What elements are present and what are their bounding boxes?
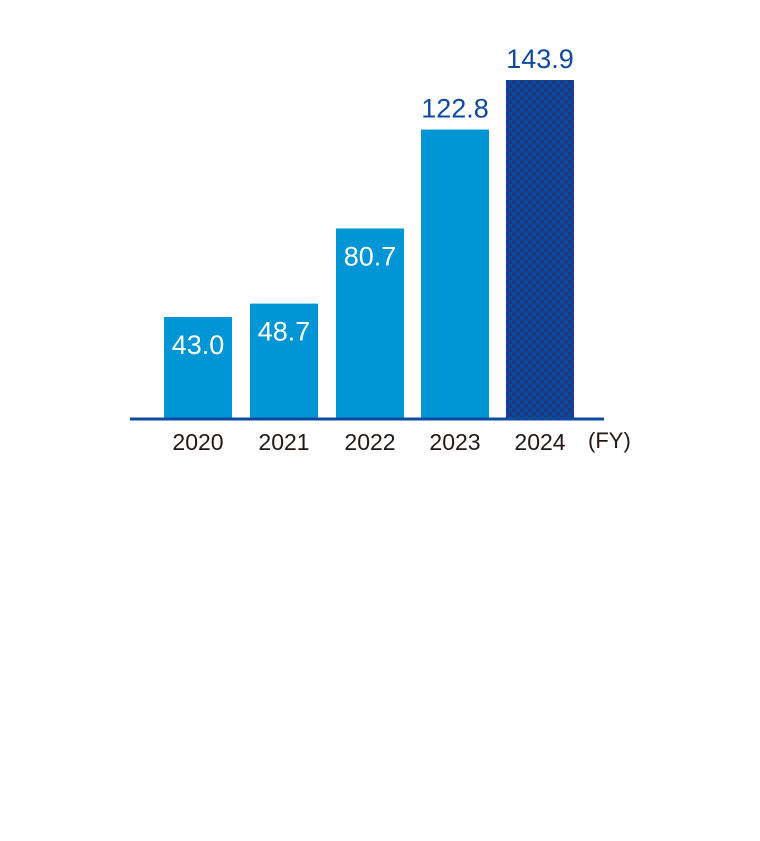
x-tick-label-2023: 2023 [429, 429, 480, 455]
bar-2020 [164, 316, 232, 418]
bar-2022 [336, 228, 404, 418]
x-tick-label-2020: 2020 [172, 429, 223, 455]
data-label-2021: 48.7 [258, 317, 311, 347]
bar-2023 [421, 129, 489, 419]
data-label-2023: 122.8 [421, 94, 489, 124]
data-label-2022: 80.7 [344, 241, 397, 271]
bar-2021 [250, 303, 318, 418]
data-label-2020: 43.0 [172, 330, 225, 360]
bar-2024 [506, 80, 574, 418]
x-unit-label: (FY) [588, 428, 631, 453]
x-tick-label-2021: 2021 [258, 429, 309, 455]
x-tick-label-2022: 2022 [344, 429, 395, 455]
data-label-2024: 143.9 [506, 44, 574, 74]
x-tick-label-2024: 2024 [514, 429, 565, 455]
